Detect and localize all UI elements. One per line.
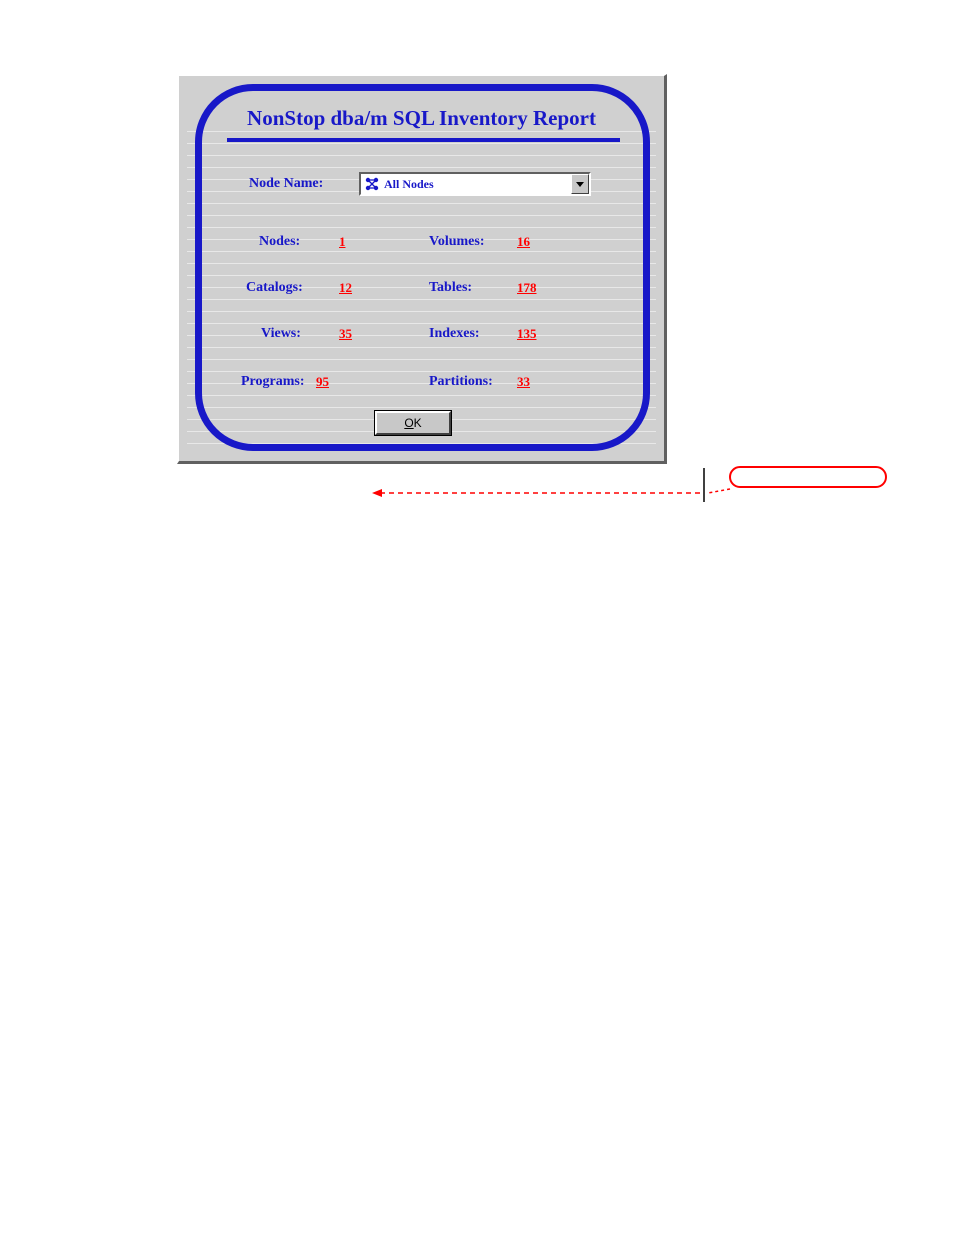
combo-selected-text: All Nodes (384, 177, 434, 192)
volumes-value: 16 (517, 234, 530, 250)
tables-value: 178 (517, 280, 537, 296)
annotation-callout (729, 466, 887, 488)
chevron-down-icon[interactable] (571, 174, 589, 194)
tables-label: Tables: (429, 280, 472, 296)
inventory-report-dialog: NonStop dba/m SQL Inventory Report Node … (177, 74, 667, 464)
partitions-label: Partitions: (429, 374, 493, 390)
indexes-label: Indexes: (429, 326, 480, 342)
network-icon (364, 177, 380, 191)
catalogs-value: 12 (339, 280, 352, 296)
annotation-arrow (372, 489, 702, 497)
partitions-value: 33 (517, 374, 530, 390)
programs-label: Programs: (241, 374, 305, 390)
views-label: Views: (261, 326, 301, 342)
node-name-label: Node Name: (249, 176, 323, 192)
annotation-marker (703, 468, 705, 502)
node-name-combo[interactable]: All Nodes (359, 172, 591, 196)
programs-value: 95 (316, 374, 329, 390)
nodes-label: Nodes: (259, 234, 300, 250)
dialog-title: NonStop dba/m SQL Inventory Report (179, 106, 664, 131)
volumes-label: Volumes: (429, 234, 485, 250)
indexes-value: 135 (517, 326, 537, 342)
nodes-value: 1 (339, 234, 346, 250)
catalogs-label: Catalogs: (246, 280, 303, 296)
title-underline (227, 138, 620, 142)
callout-leader-line (706, 476, 732, 494)
views-value: 35 (339, 326, 352, 342)
ok-button[interactable]: OK (375, 411, 451, 435)
ok-button-label: OK (404, 416, 421, 430)
